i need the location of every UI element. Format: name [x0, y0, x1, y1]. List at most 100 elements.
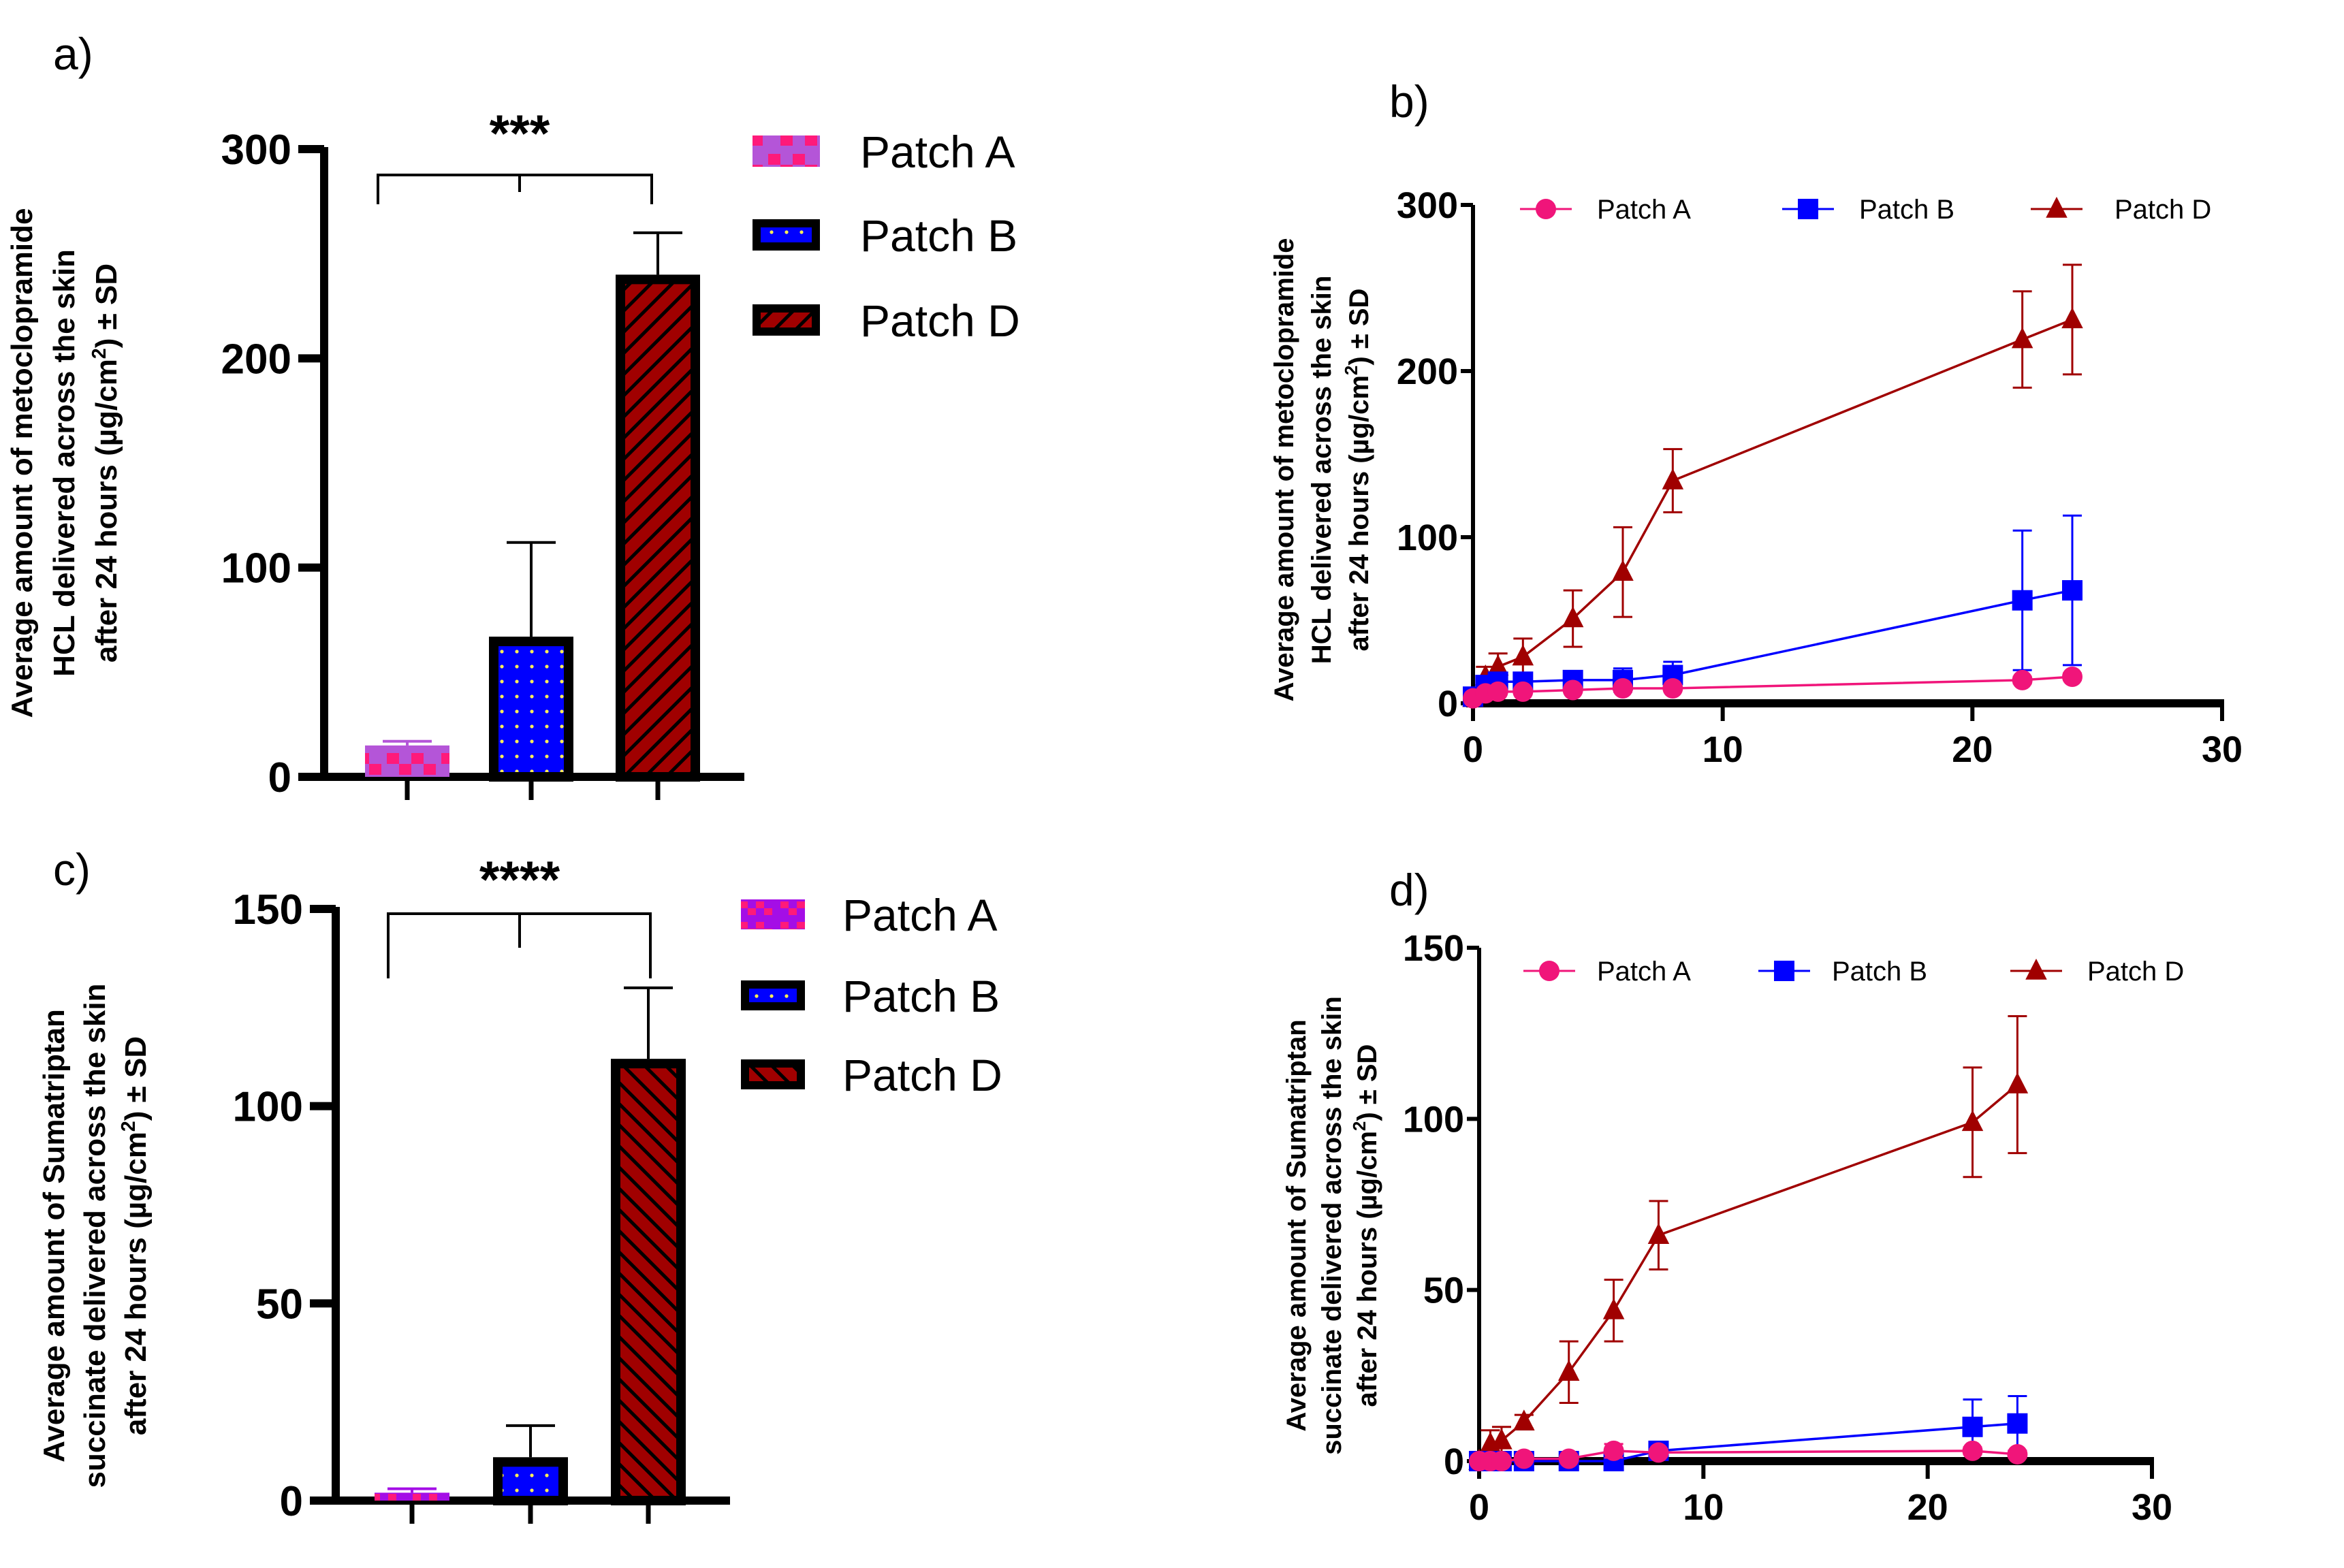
- y-label-segment: after 24 hours (µg/cm: [1352, 1131, 1382, 1407]
- data-point: [2061, 307, 2083, 329]
- data-point: [1961, 1110, 1984, 1132]
- legend-marker-circle: [1539, 961, 1559, 981]
- series-patch-a: [1463, 666, 2082, 709]
- panel-d-line-chart: 0 50 100 150 0 10 20 30 Patch A Patch B Patch D Ave…: [1282, 928, 2184, 1528]
- significance-bracket: [377, 174, 653, 204]
- data-point: [1648, 1442, 1669, 1463]
- legend-marker-square: [1798, 199, 1818, 219]
- panel-d-y-axis-label: Average amount of Sumatriptan succinate d…: [1282, 996, 1382, 1455]
- y-label-segment: after 24 hours (µg/cm: [90, 359, 123, 662]
- data-point: [2006, 1072, 2029, 1093]
- legend-label: Patch B: [860, 210, 1017, 261]
- legend-label: Patch A: [860, 127, 1015, 177]
- y-tick-label: 300: [221, 127, 291, 174]
- bar-patch-d: [616, 274, 700, 782]
- bar-patch-a: [365, 745, 449, 777]
- data-point: [2062, 666, 2082, 687]
- data-point: [1662, 468, 1684, 490]
- y-tick-label: 200: [1397, 351, 1458, 392]
- data-point: [1613, 678, 1633, 699]
- data-point: [1603, 1440, 1624, 1461]
- data-point: [1491, 1451, 1512, 1471]
- panel-a-y-axis-label-line: HCL delivered across the skin: [48, 249, 81, 677]
- y-tick-label: 0: [268, 754, 291, 801]
- data-point: [1487, 654, 1509, 676]
- data-point: [1647, 1223, 1670, 1244]
- y-label-segment: after 24 hours (µg/cm: [1344, 375, 1374, 651]
- data-point: [1512, 681, 1534, 702]
- panel-c-y-axis-label-line: after 24 hours (µg/cm2) ± SD: [118, 1036, 153, 1435]
- data-point: [1558, 1448, 1579, 1469]
- panel-d-y-axis-label-line: Average amount of Sumatriptan: [1282, 1019, 1312, 1431]
- legend-label: Patch D: [860, 295, 1020, 346]
- panel-c-y-axis-label-line: succinate delivered across the skin: [78, 983, 112, 1488]
- legend-label: Patch B: [1832, 957, 1927, 987]
- panel-label-b: b): [1389, 76, 1429, 127]
- y-label-segment: ) ± SD: [1344, 289, 1374, 366]
- data-point: [1487, 681, 1508, 702]
- significance-label: ****: [479, 851, 560, 909]
- y-tick-label: 100: [233, 1084, 303, 1131]
- y-label-segment: 2: [118, 1121, 140, 1132]
- y-tick-label: 50: [256, 1281, 303, 1328]
- x-tick-label: 30: [2132, 1487, 2172, 1528]
- panel-label-c: c): [53, 844, 91, 895]
- legend-marker-circle: [1536, 199, 1556, 219]
- panel-a-y-axis-label-line: after 24 hours (µg/cm2) ± SD: [89, 263, 123, 662]
- data-point: [1662, 678, 1683, 699]
- x-tick-label: 20: [1952, 729, 1993, 770]
- panel-b-y-axis-label-line: HCL delivered across the skin: [1307, 276, 1337, 665]
- panel-a-bar-chart: 0 100 200 300 *** Patch A Patch B Patch D Averag…: [5, 105, 1020, 801]
- panel-label-a: a): [53, 29, 93, 79]
- data-point: [1962, 1440, 1983, 1461]
- bar-patch-b: [493, 1457, 568, 1506]
- legend-swatch: [741, 980, 805, 1010]
- panel-d-y-axis-label-line: after 24 hours (µg/cm2) ± SD: [1349, 1044, 1382, 1407]
- series-patch-a: [1469, 1440, 2028, 1471]
- x-tick-label: 30: [2202, 729, 2243, 770]
- y-tick-label: 300: [1397, 185, 1458, 226]
- data-point: [1513, 1448, 1534, 1469]
- data-point: [2007, 1413, 2028, 1434]
- data-point: [1612, 560, 1634, 581]
- series-line: [1472, 318, 2073, 699]
- data-point: [1491, 1428, 1512, 1450]
- y-tick-label: 0: [280, 1478, 303, 1525]
- panel-c-y-axis-label: Average amount of Sumatriptan succinate d…: [37, 983, 153, 1488]
- y-tick-label: 50: [1423, 1270, 1464, 1311]
- legend-swatch: [753, 219, 820, 251]
- panel-d-y-axis-label-line: succinate delivered across the skin: [1317, 996, 1347, 1455]
- panel-c-bar-chart: 0 50 100 150 **** Patch A Patch B Patch D Averag…: [37, 851, 1002, 1525]
- legend-label: Patch B: [1859, 195, 1954, 225]
- y-label-segment: after 24 hours (µg/cm: [119, 1132, 153, 1435]
- panel-b-y-axis-label-line: after 24 hours (µg/cm2) ± SD: [1341, 289, 1374, 652]
- y-label-segment: 2: [1349, 1121, 1369, 1131]
- legend-marker-triangle: [2046, 197, 2068, 218]
- data-point: [1513, 1409, 1535, 1430]
- y-tick-label: 0: [1438, 684, 1458, 724]
- legend-marker-triangle: [2025, 959, 2047, 980]
- data-point: [2011, 327, 2033, 349]
- x-tick-label: 0: [1469, 1487, 1489, 1528]
- legend-label: Patch A: [1597, 957, 1691, 987]
- legend-label: Patch A: [1597, 195, 1691, 225]
- significance-label: ***: [490, 105, 550, 163]
- panel-label-d: d): [1389, 865, 1429, 915]
- y-label-segment: ) ± SD: [119, 1036, 153, 1121]
- data-point: [1562, 606, 1584, 628]
- x-tick-label: 10: [1702, 729, 1743, 770]
- bar-patch-d: [611, 1059, 686, 1505]
- significance-bracket: [387, 912, 652, 978]
- bar-patch-a: [375, 1492, 449, 1501]
- data-point: [2062, 580, 2082, 601]
- y-tick-label: 150: [233, 886, 303, 933]
- legend-swatch: [741, 899, 805, 929]
- x-tick-label: 0: [1463, 729, 1483, 770]
- y-tick-label: 100: [221, 545, 291, 592]
- data-point: [2012, 669, 2033, 690]
- y-label-segment: 2: [89, 348, 110, 359]
- data-point: [1962, 1416, 1983, 1437]
- x-tick-label: 20: [1907, 1487, 1948, 1528]
- data-point: [2007, 1443, 2028, 1465]
